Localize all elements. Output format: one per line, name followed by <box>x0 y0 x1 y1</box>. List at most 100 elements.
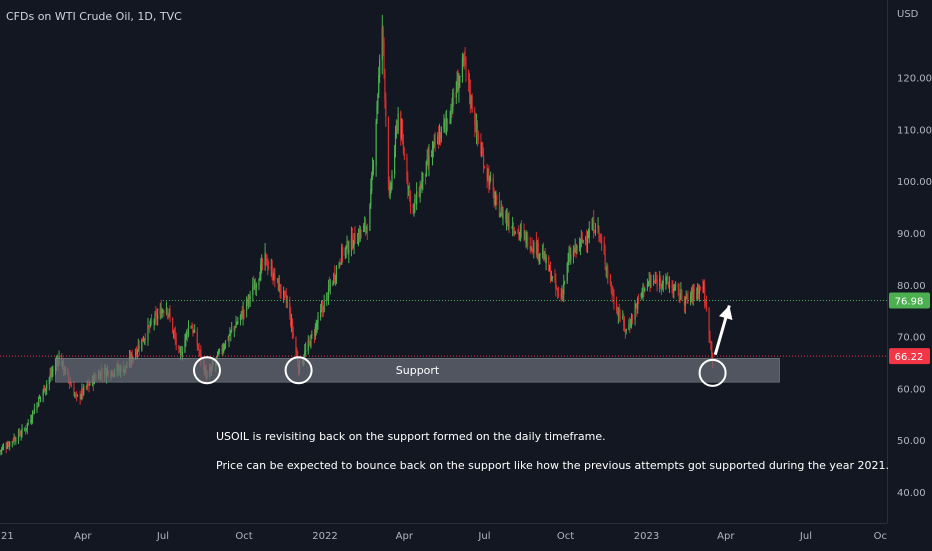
candle <box>154 311 156 326</box>
candle <box>141 338 143 352</box>
candle <box>83 384 85 396</box>
candle <box>357 233 359 245</box>
candle-body <box>674 286 676 290</box>
candle <box>457 69 459 92</box>
candle <box>609 273 612 287</box>
candle-body <box>366 228 368 232</box>
candle <box>563 274 565 303</box>
candle <box>499 212 501 218</box>
candle <box>593 230 596 234</box>
candle-body <box>582 240 584 243</box>
candle-body <box>322 308 324 312</box>
candle-body <box>678 289 680 298</box>
candle-body <box>148 326 150 327</box>
candle <box>13 433 15 446</box>
support-zone <box>55 358 780 383</box>
candle <box>147 317 149 346</box>
candle-body <box>190 326 192 328</box>
candle-body <box>179 351 182 353</box>
candle-body <box>290 313 292 326</box>
candle-body <box>277 278 279 291</box>
candle-body <box>556 289 559 293</box>
candle <box>366 223 368 241</box>
candle-body <box>389 185 391 196</box>
candle <box>197 343 199 351</box>
candle <box>524 229 526 241</box>
candle-body <box>260 264 262 280</box>
candle <box>679 293 681 304</box>
candle-body <box>494 200 496 202</box>
candle <box>27 419 29 426</box>
candle <box>580 229 582 248</box>
candle <box>12 437 14 443</box>
candle <box>144 333 146 346</box>
candle-body <box>680 289 682 298</box>
candle-body <box>384 70 386 100</box>
candle <box>168 308 170 318</box>
candle-body <box>640 293 642 297</box>
candle-body <box>459 75 461 83</box>
candle-body <box>500 207 502 214</box>
candle <box>486 163 488 189</box>
candle-body <box>703 286 705 289</box>
candle <box>493 187 495 208</box>
candle-body <box>486 166 488 178</box>
candle <box>691 285 693 305</box>
candle-body <box>475 125 477 133</box>
candle-body <box>612 293 614 295</box>
candle-body <box>446 120 449 124</box>
candle-body <box>12 440 14 442</box>
candle-body <box>693 288 695 293</box>
candle-body <box>438 136 440 145</box>
candle-body <box>138 346 140 350</box>
candle <box>5 441 7 454</box>
candle <box>9 441 11 451</box>
candle <box>240 310 242 320</box>
candle-body <box>153 321 155 323</box>
candle-body <box>643 285 645 292</box>
candle-body <box>89 384 91 386</box>
candle-body <box>426 158 428 162</box>
candle-body <box>172 317 174 333</box>
candle-body <box>161 311 163 318</box>
candle <box>527 232 529 250</box>
candle-body <box>179 347 181 353</box>
candle <box>653 280 656 284</box>
candle <box>216 351 219 358</box>
candle <box>533 239 535 259</box>
candle-body <box>562 291 564 294</box>
candle-body <box>672 288 674 293</box>
candle <box>6 442 8 450</box>
candle <box>291 318 294 340</box>
candle <box>192 324 194 337</box>
time-axis[interactable] <box>0 523 887 551</box>
candle-body <box>187 326 190 335</box>
candle-body <box>415 199 417 203</box>
y-tick-label: 120.00 <box>897 74 932 85</box>
candle <box>539 252 541 265</box>
price-level-label: 66.22 <box>895 352 924 363</box>
candle <box>696 287 698 301</box>
candle <box>698 284 700 302</box>
price-level-label: 76.98 <box>895 296 924 307</box>
price-axis[interactable] <box>887 0 932 523</box>
candle <box>523 223 525 242</box>
candle <box>587 228 589 239</box>
candle-body <box>328 285 331 287</box>
candle-body <box>526 235 528 243</box>
candle <box>711 341 713 362</box>
candle-body <box>638 297 640 299</box>
candle-body <box>279 284 281 292</box>
candle <box>310 334 312 349</box>
candle <box>148 325 150 329</box>
candle-body <box>502 213 504 219</box>
candle-body <box>481 152 483 153</box>
candle-body <box>24 429 26 431</box>
candle <box>431 150 433 158</box>
candle-body <box>345 245 347 250</box>
candle-body <box>387 117 390 186</box>
candle-body <box>284 291 286 296</box>
candle-body <box>586 239 589 244</box>
candle <box>80 393 82 400</box>
